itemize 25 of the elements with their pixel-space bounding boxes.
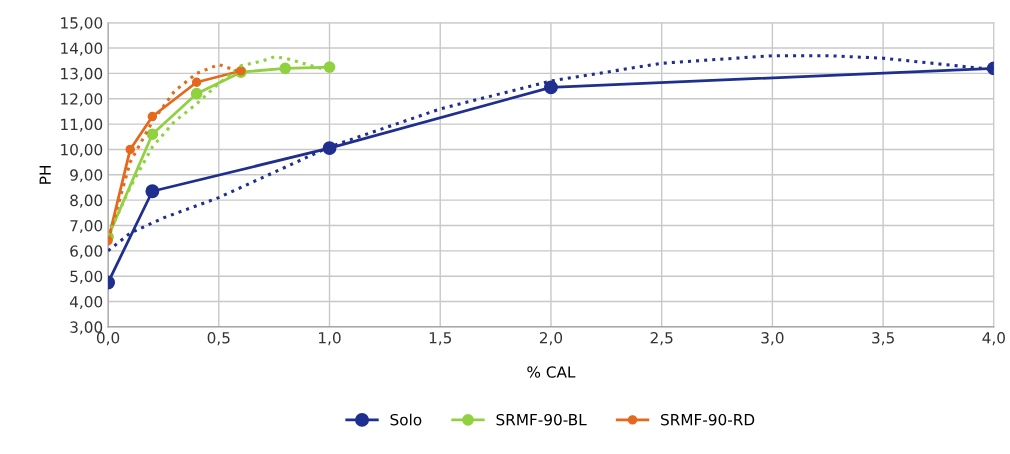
y-tick-label: 11,00 — [61, 118, 103, 132]
legend-label: Solo — [390, 413, 422, 426]
x-tick-label: 2,5 — [650, 332, 673, 346]
x-tick-label: 3,0 — [761, 332, 784, 346]
y-tick-label: 10,00 — [61, 143, 103, 158]
y-tick-label: 15,00 — [61, 17, 103, 31]
y-tick-label: 9,00 — [70, 169, 103, 183]
y-tick-label: 5,00 — [70, 270, 103, 284]
y-tick-label: 8,00 — [70, 194, 103, 208]
y-tick-label: 6,00 — [70, 245, 103, 259]
x-tick-label: 2,0 — [539, 332, 563, 346]
y-tick-label: 13,00 — [61, 67, 103, 81]
y-tick-label: 14,00 — [61, 42, 103, 56]
y-tick-label: 12,00 — [61, 93, 103, 107]
y-tick-label: 7,00 — [70, 219, 103, 234]
x-tick-label: 0,5 — [207, 332, 230, 346]
x-tick-label: 4,0 — [982, 332, 1005, 346]
x-axis-title: % CAL — [527, 366, 576, 378]
legend-label: SRMF-90-RD — [661, 413, 755, 426]
x-tick-label: 3,5 — [872, 332, 894, 346]
x-tick-label: 1,5 — [429, 332, 452, 346]
x-tick-label: 1,0 — [319, 332, 341, 346]
legend-label: SRMF-90-BL — [496, 413, 587, 426]
y-axis-title: PH — [39, 165, 51, 184]
y-tick-label: 4,00 — [69, 296, 103, 310]
